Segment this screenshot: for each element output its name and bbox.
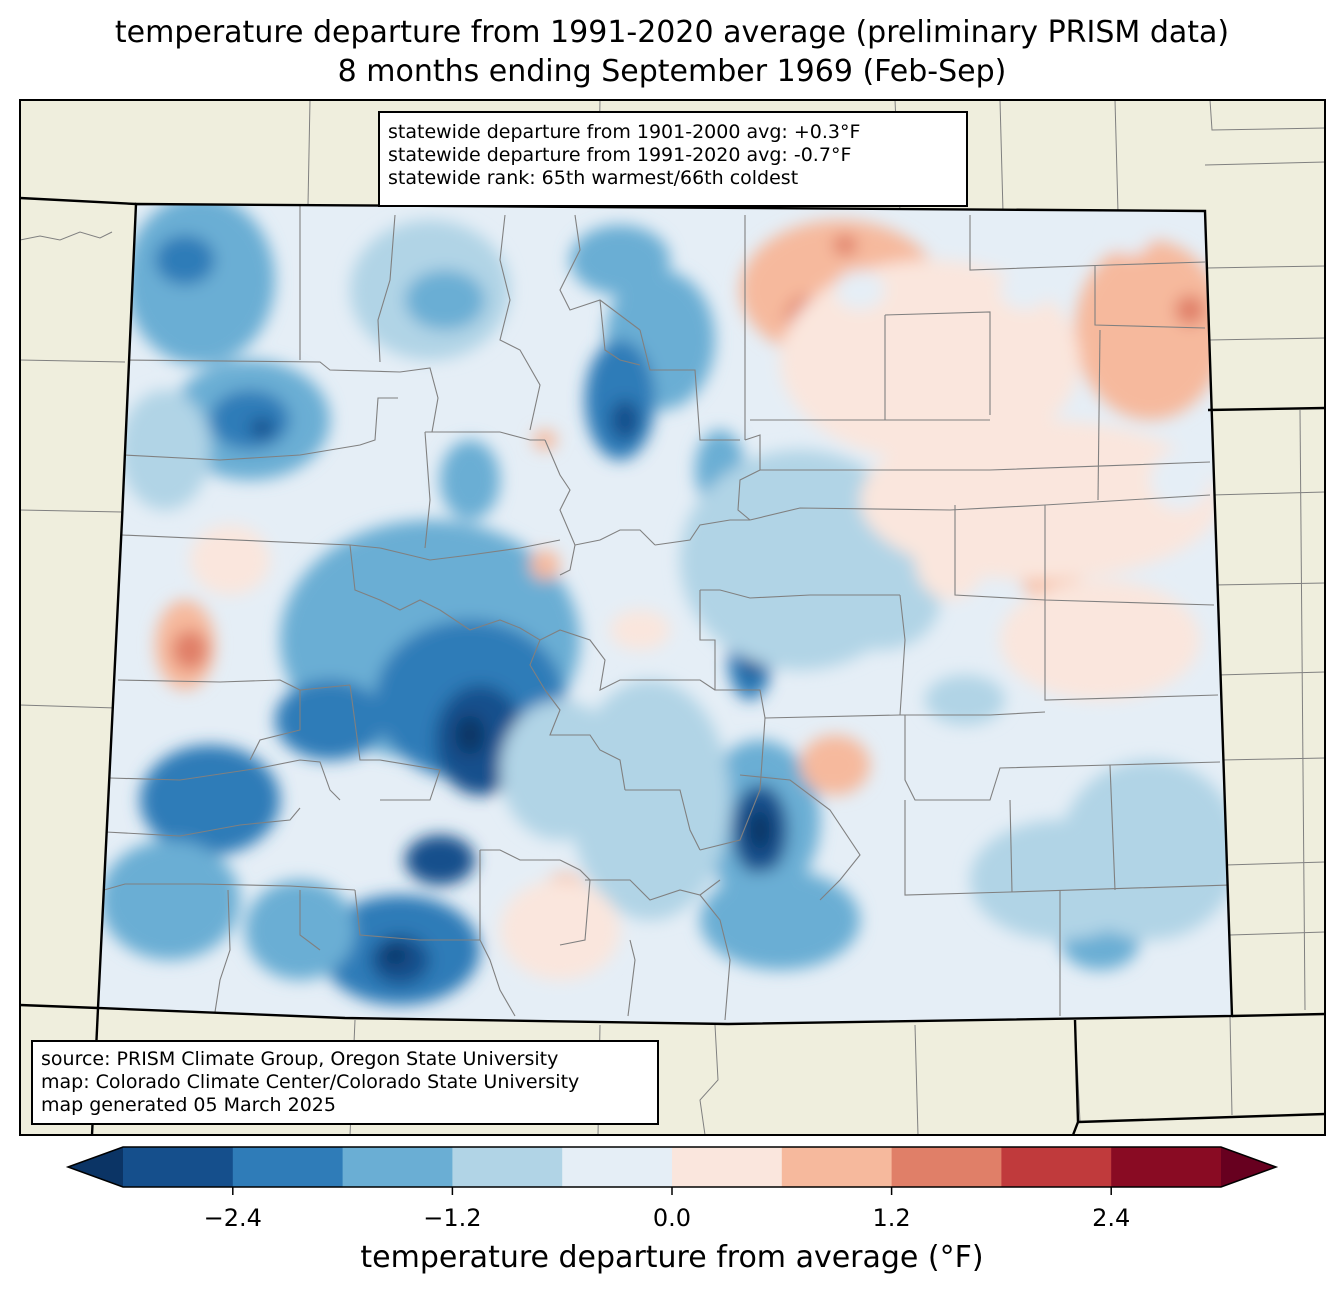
colorbar-high-extend	[1221, 1147, 1276, 1187]
colorbar-bin	[452, 1147, 563, 1187]
colorbar-bin	[342, 1147, 453, 1187]
colorbar-bin	[123, 1147, 234, 1187]
colorado-county-lines	[103, 205, 1231, 1021]
colorbar-bin	[1001, 1147, 1112, 1187]
statewide-stats-box: statewide departure from 1901-2000 avg: …	[378, 111, 968, 207]
colorbar-tick-label: 0.0	[652, 1204, 692, 1232]
colorbar-tick-label: 2.4	[1092, 1204, 1131, 1232]
source-line-1: source: PRISM Climate Group, Oregon Stat…	[41, 1048, 559, 1070]
colorado-departure-field	[98, 204, 1232, 1024]
source-line-2: map: Colorado Climate Center/Colorado St…	[41, 1071, 580, 1093]
map-title-line-2: 8 months ending September 1969 (Feb-Sep)	[337, 54, 1007, 89]
map-title-line-1: temperature departure from 1991-2020 ave…	[114, 15, 1230, 50]
colorbar-bin	[232, 1147, 344, 1187]
state-borders	[20, 196, 1325, 1135]
colorbar-tick-label: −2.4	[203, 1204, 262, 1232]
colorbar-bin	[891, 1147, 1002, 1187]
stats-line-3: statewide rank: 65th warmest/66th coldes…	[388, 167, 799, 189]
map-frame	[19, 99, 1326, 1136]
stats-line-1: statewide departure from 1901-2000 avg: …	[388, 121, 861, 143]
colorbar-tick-label: −1.2	[423, 1204, 482, 1232]
stats-line-2: statewide departure from 1991-2020 avg: …	[388, 144, 852, 166]
colorbar-tick-label: 1.2	[872, 1204, 911, 1232]
colorbar-bin	[781, 1147, 893, 1187]
colorbar-label: temperature departure from average (°F)	[360, 1240, 984, 1275]
colorbar-low-extend	[68, 1147, 123, 1187]
source-credits-box: source: PRISM Climate Group, Oregon Stat…	[31, 1040, 659, 1125]
colorbar	[65, 1146, 1279, 1195]
source-line-3: map generated 05 March 2025	[41, 1094, 336, 1116]
colorbar-bin	[562, 1147, 673, 1187]
colorbar-bin	[1111, 1147, 1222, 1187]
colorbar-bin	[672, 1147, 783, 1187]
